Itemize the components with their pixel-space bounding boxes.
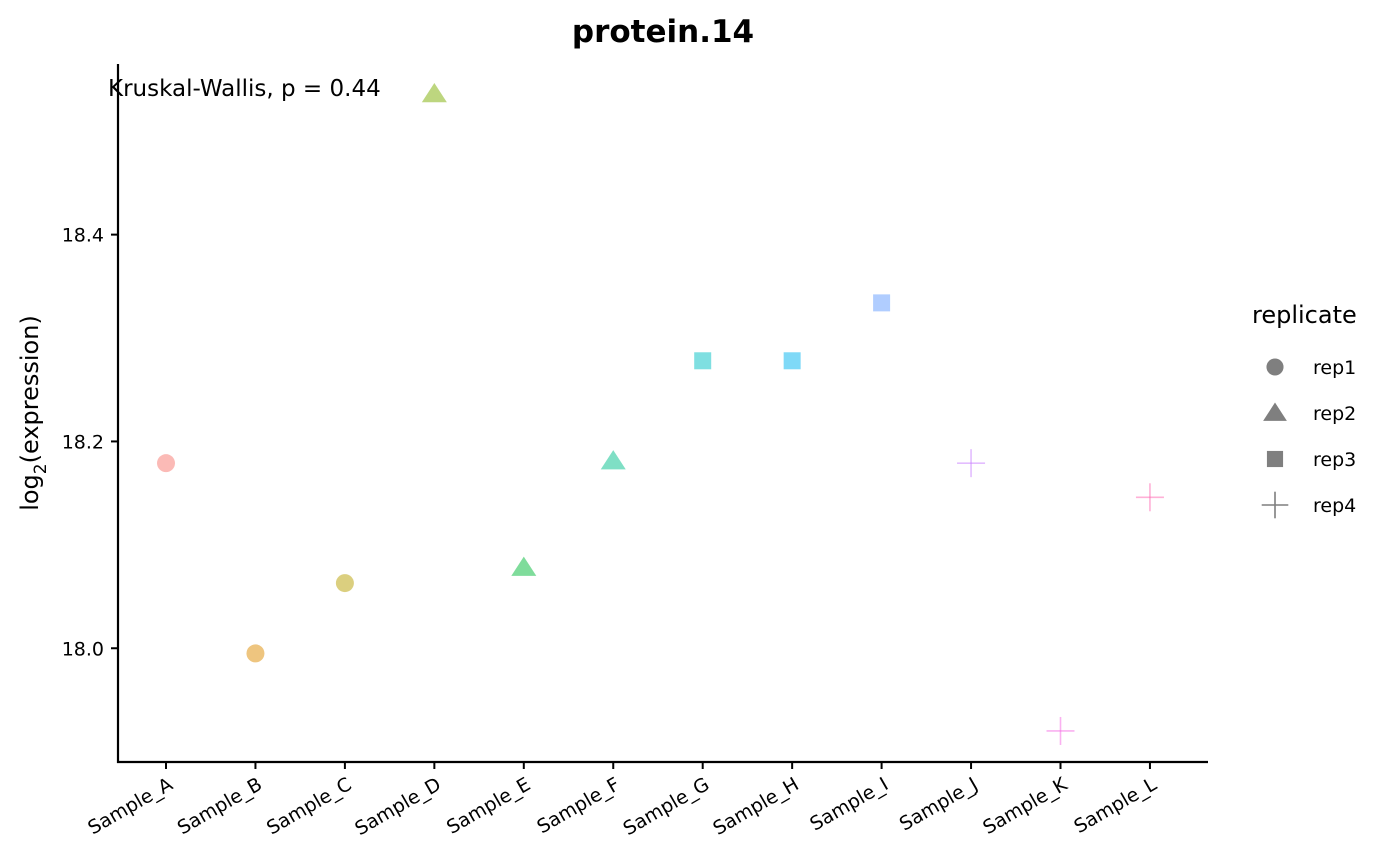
chart-title: protein.14 <box>572 14 754 50</box>
legend-key-rep4 <box>1261 491 1289 519</box>
svg-text:log2(expression): log2(expression) <box>16 315 51 511</box>
data-point-sample-j <box>957 449 986 478</box>
data-point-sample-d <box>421 82 447 103</box>
x-tick-label: Sample_D <box>351 773 445 840</box>
legend-key-rep1 <box>1266 358 1284 376</box>
legend: replicate rep1 rep2 rep3 rep4 <box>1252 301 1357 519</box>
x-tick-label: Sample_B <box>174 773 266 839</box>
kruskal-wallis-annotation: Kruskal-Wallis, p = 0.44 <box>108 76 381 102</box>
y-axis-title-main: log <box>16 474 44 511</box>
legend-label-rep1: rep1 <box>1313 357 1356 379</box>
x-tick-label: Sample_I <box>806 773 892 835</box>
x-tick-label: Sample_H <box>709 773 802 840</box>
legend-key-rep3 <box>1266 450 1284 468</box>
y-tick-label: 18.2 <box>62 431 104 453</box>
data-point-sample-k <box>1046 716 1075 745</box>
legend-key-rep2 <box>1263 402 1287 421</box>
data-point-sample-f <box>600 450 626 470</box>
x-tick-label: Sample_J <box>896 773 982 835</box>
data-point-sample-b <box>246 644 265 663</box>
data-point-sample-a <box>157 454 175 473</box>
legend-label-rep3: rep3 <box>1313 449 1356 471</box>
data-point-sample-i <box>873 294 891 312</box>
y-tick-label: 18.4 <box>62 225 104 247</box>
data-point-sample-g <box>694 352 712 370</box>
x-tick-label: Sample_E <box>443 773 534 838</box>
y-axis-title: log2(expression) <box>16 315 51 511</box>
y-tick-label: 18.0 <box>62 638 104 660</box>
x-tick-label: Sample_L <box>1070 773 1160 838</box>
x-tick-label: Sample_A <box>84 773 176 839</box>
data-point-sample-l <box>1135 483 1164 512</box>
legend-label-rep2: rep2 <box>1313 403 1356 425</box>
y-axis-title-rest: (expression) <box>16 315 44 463</box>
x-tick-label: Sample_K <box>979 773 1071 839</box>
x-axis-ticks: Sample_ASample_BSample_CSample_DSample_E… <box>84 762 1161 840</box>
data-point-sample-c <box>335 574 354 593</box>
legend-label-rep4: rep4 <box>1313 495 1356 517</box>
legend-title: replicate <box>1252 301 1357 329</box>
data-points <box>157 82 1164 745</box>
y-axis-ticks: 18.0 18.2 18.4 <box>62 225 118 660</box>
y-axis-title-subscript: 2 <box>31 463 51 474</box>
x-tick-label: Sample_G <box>620 773 714 840</box>
data-point-sample-e <box>511 556 537 576</box>
x-tick-label: Sample_F <box>533 773 623 838</box>
data-point-sample-h <box>783 352 801 370</box>
x-tick-label: Sample_C <box>263 773 355 839</box>
legend-items: rep1 rep2 rep3 rep4 <box>1261 357 1356 519</box>
